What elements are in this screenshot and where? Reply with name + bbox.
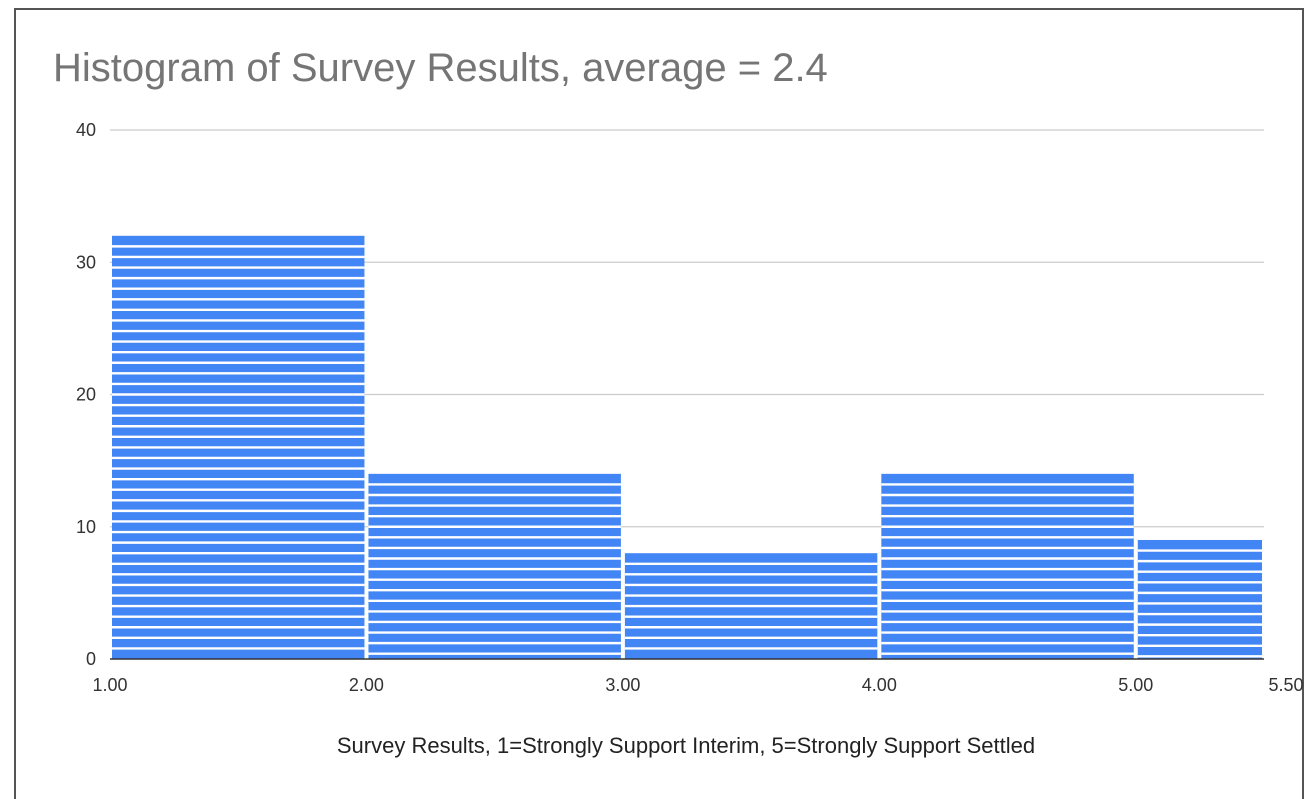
y-tick-label-2: 20 bbox=[76, 385, 96, 405]
x-tick-label-0: 1.00 bbox=[92, 675, 127, 695]
histogram-bar-1 bbox=[368, 473, 621, 659]
y-tick-label-1: 10 bbox=[76, 517, 96, 537]
histogram-bar-3 bbox=[881, 473, 1134, 659]
histogram-bar-2 bbox=[624, 553, 878, 659]
y-tick-label-4: 40 bbox=[76, 120, 96, 140]
y-tick-labels: 0 10 20 30 40 bbox=[76, 120, 96, 669]
chart-title: Histogram of Survey Results, average = 2… bbox=[53, 46, 828, 90]
x-tick-label-1: 2.00 bbox=[349, 675, 384, 695]
histogram-bar-4 bbox=[1137, 539, 1262, 659]
y-tick-label-3: 30 bbox=[76, 252, 96, 272]
y-tick-label-0: 0 bbox=[86, 649, 96, 669]
histogram-bar-0 bbox=[112, 235, 365, 660]
x-tick-label-2: 3.00 bbox=[605, 675, 640, 695]
x-tick-label-3: 4.00 bbox=[862, 675, 897, 695]
x-tick-labels: 1.00 2.00 3.00 4.00 5.00 5.50 bbox=[92, 675, 1303, 695]
x-axis-label: Survey Results, 1=Strongly Support Inter… bbox=[336, 733, 1036, 758]
bars bbox=[112, 235, 1262, 660]
x-tick-label-4: 5.00 bbox=[1118, 675, 1153, 695]
x-tick-label-5: 5.50 bbox=[1268, 675, 1303, 695]
